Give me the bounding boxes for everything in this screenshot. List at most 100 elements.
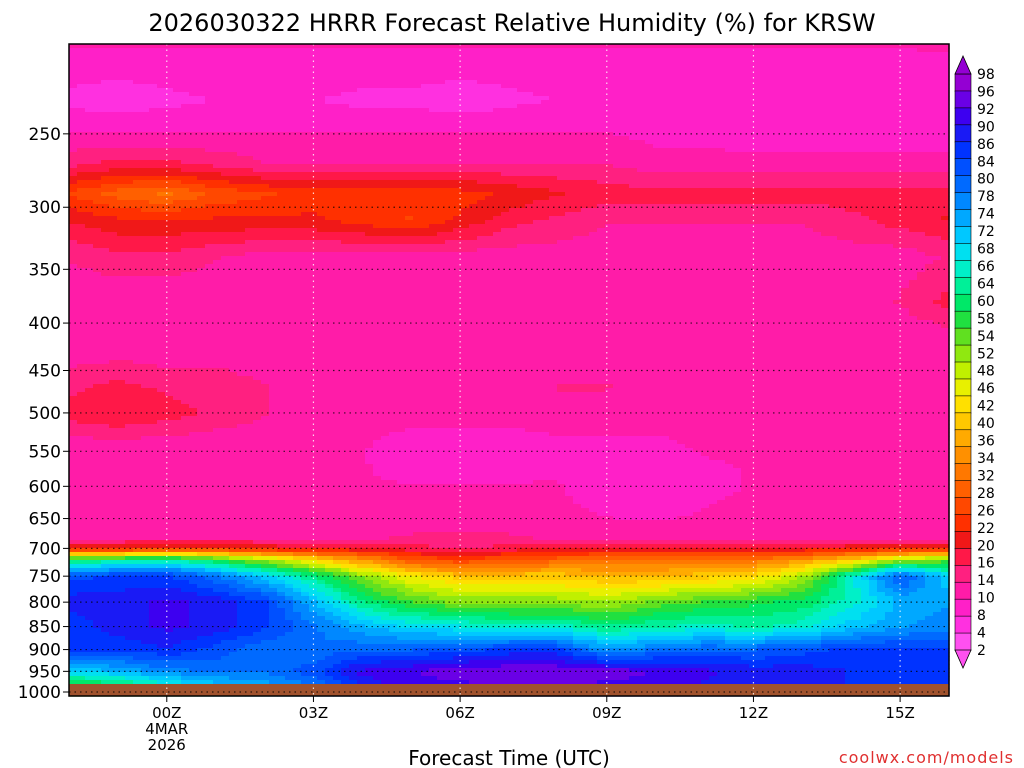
- humidity-cell: [861, 592, 870, 597]
- humidity-cell: [141, 208, 182, 213]
- humidity-cell: [493, 108, 950, 113]
- humidity-cell: [69, 476, 382, 481]
- humidity-cell: [69, 256, 222, 261]
- humidity-cell: [709, 668, 846, 673]
- humidity-cell: [69, 200, 94, 205]
- humidity-cell: [117, 188, 190, 193]
- humidity-cell: [813, 556, 838, 561]
- humidity-cell: [861, 588, 870, 593]
- humidity-cell: [733, 624, 774, 629]
- humidity-cell: [357, 608, 374, 613]
- humidity-cell: [397, 588, 414, 593]
- humidity-cell: [805, 652, 950, 657]
- humidity-cell: [173, 200, 238, 205]
- humidity-cell: [69, 516, 614, 521]
- humidity-cell: [813, 624, 838, 629]
- humidity-cell: [189, 580, 214, 585]
- humidity-cell: [221, 576, 246, 581]
- humidity-cell: [941, 568, 950, 573]
- colorbar-label: 36: [977, 434, 995, 450]
- humidity-cell: [93, 620, 150, 625]
- humidity-cell: [325, 656, 358, 661]
- colorbar-swatch: [954, 497, 972, 516]
- humidity-cell: [637, 608, 694, 613]
- humidity-cell: [341, 616, 358, 621]
- humidity-cell: [77, 84, 158, 89]
- humidity-cell: [397, 564, 422, 569]
- colorbar-label: 66: [977, 259, 995, 275]
- humidity-cell: [725, 628, 774, 633]
- humidity-cell: [69, 604, 150, 609]
- colorbar-label: 26: [977, 503, 995, 519]
- humidity-cell: [717, 500, 950, 505]
- colorbar-label: 54: [977, 329, 995, 345]
- humidity-cell: [285, 584, 294, 589]
- humidity-cell: [413, 664, 502, 669]
- humidity-cell: [285, 580, 302, 585]
- humidity-cell: [157, 680, 182, 685]
- humidity-cell: [589, 644, 646, 649]
- humidity-cell: [69, 252, 246, 257]
- colorbar-label: 80: [977, 172, 995, 188]
- colorbar-label: 22: [977, 521, 995, 537]
- humidity-cell: [69, 336, 950, 341]
- humidity-cell: [77, 208, 142, 213]
- humidity-cell: [469, 204, 526, 209]
- humidity-cell: [293, 576, 302, 581]
- humidity-cell: [181, 168, 254, 173]
- time-tick-label: 03Z: [299, 704, 328, 722]
- humidity-cell: [149, 664, 302, 669]
- humidity-cell: [69, 392, 78, 397]
- humidity-cell: [845, 552, 878, 557]
- colorbar-swatch: [954, 90, 972, 109]
- humidity-cell: [709, 456, 950, 461]
- humidity-cell: [469, 680, 598, 685]
- humidity-cell: [325, 96, 550, 101]
- humidity-cell: [461, 208, 510, 213]
- humidity-cell: [221, 596, 246, 601]
- humidity-cell: [925, 584, 942, 589]
- humidity-cell: [581, 604, 622, 609]
- humidity-cell: [69, 384, 94, 389]
- humidity-cell: [269, 388, 558, 393]
- humidity-cell: [357, 588, 374, 593]
- ground-surface: [69, 684, 949, 696]
- humidity-cell: [69, 628, 102, 633]
- humidity-cell: [69, 156, 254, 161]
- colorbar-swatch: [954, 463, 972, 482]
- humidity-cell: [821, 232, 926, 237]
- humidity-cell: [189, 432, 390, 437]
- humidity-cell: [269, 612, 286, 617]
- humidity-cell: [877, 548, 950, 553]
- humidity-cell: [781, 572, 798, 577]
- pressure-tick-label: 750: [29, 567, 61, 587]
- humidity-cell: [93, 212, 302, 217]
- humidity-cell: [685, 628, 726, 633]
- humidity-cell: [477, 248, 918, 253]
- humidity-cell: [101, 564, 182, 569]
- humidity-cell: [69, 152, 238, 157]
- humidity-cell: [69, 480, 398, 485]
- humidity-cell: [893, 588, 918, 593]
- humidity-cell: [421, 552, 502, 557]
- humidity-cell: [69, 568, 110, 573]
- humidity-cell: [173, 572, 198, 577]
- humidity-cell: [525, 428, 950, 433]
- humidity-cell: [861, 556, 878, 561]
- humidity-cell: [357, 640, 510, 645]
- humidity-cell: [389, 560, 406, 565]
- colorbar-swatch: [954, 209, 972, 228]
- humidity-cell: [381, 584, 406, 589]
- humidity-cell: [69, 420, 78, 425]
- pressure-tick-label: 400: [29, 314, 61, 334]
- humidity-cell: [133, 80, 446, 85]
- humidity-cell: [821, 576, 830, 581]
- humidity-cell: [69, 328, 950, 333]
- humidity-cell: [277, 588, 294, 593]
- humidity-cell: [845, 668, 950, 673]
- humidity-cell: [877, 584, 886, 589]
- humidity-cell: [69, 456, 366, 461]
- humidity-cell: [69, 376, 254, 381]
- humidity-cell: [533, 200, 950, 205]
- humidity-cell: [469, 560, 550, 565]
